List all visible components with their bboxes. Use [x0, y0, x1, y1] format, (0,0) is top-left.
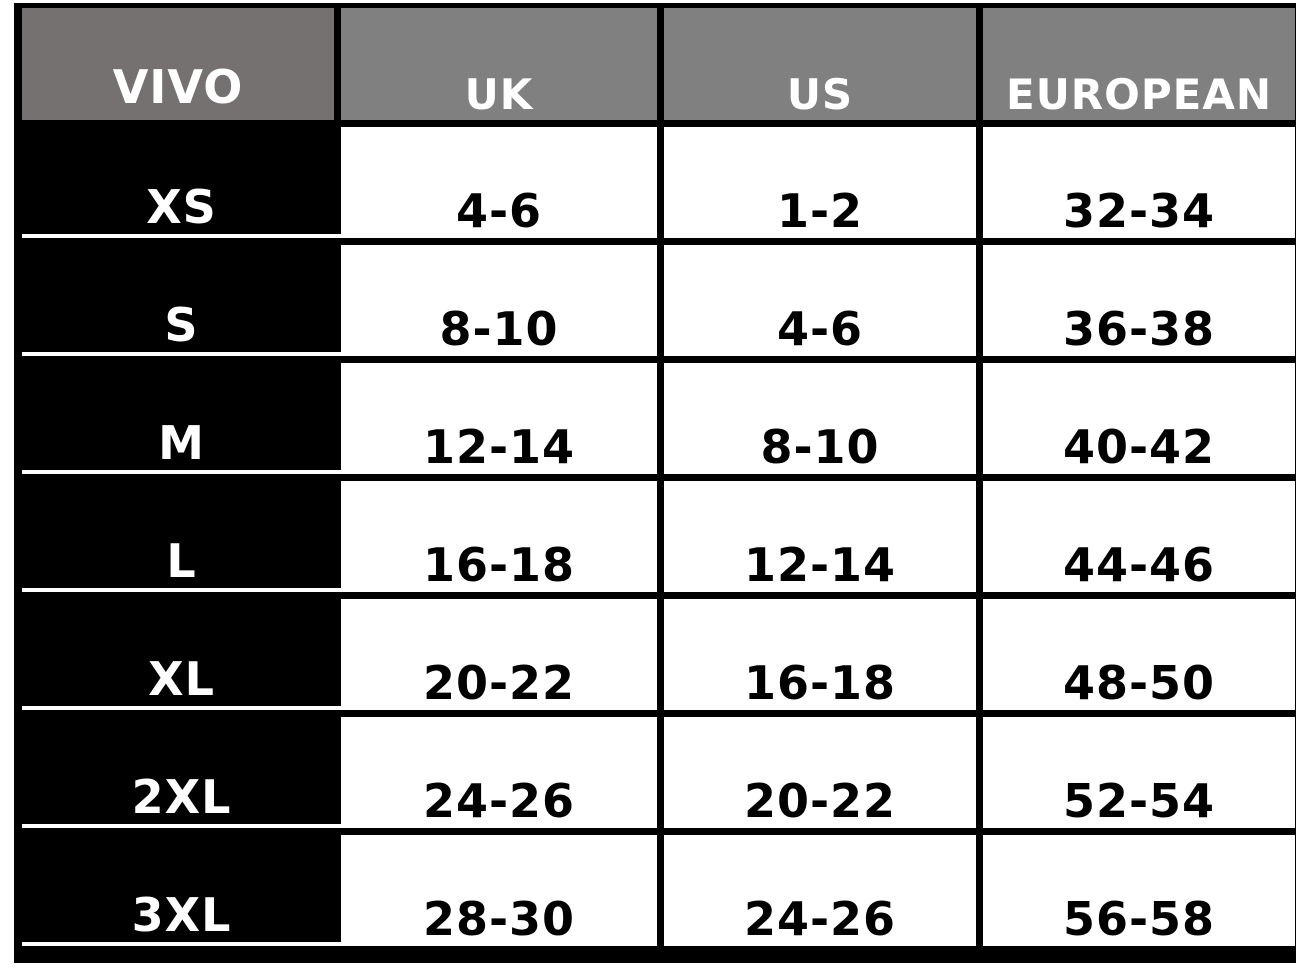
size-value-uk: 16-18 — [341, 481, 657, 592]
size-value-uk: 12-14 — [341, 363, 657, 474]
header-brand: VIVO — [22, 8, 334, 120]
header-european: EUROPEAN — [983, 8, 1295, 120]
size-value-european: 48-50 — [983, 599, 1295, 710]
size-label: XS — [22, 127, 341, 238]
size-value-uk: 28-30 — [341, 835, 657, 946]
size-label: 2XL — [22, 717, 341, 828]
size-value-european: 44-46 — [983, 481, 1295, 592]
size-chart-table: VIVO UK US EUROPEAN XS 4-6 1-2 32-34 S 8-10 4-6 36-… — [22, 8, 1295, 946]
size-value-us: 1-2 — [664, 127, 976, 238]
size-value-european: 40-42 — [983, 363, 1295, 474]
size-value-european: 56-58 — [983, 835, 1295, 946]
size-value-uk: 4-6 — [341, 127, 657, 238]
size-value-us: 12-14 — [664, 481, 976, 592]
size-label: S — [22, 245, 341, 356]
size-label: M — [22, 363, 341, 474]
size-value-us: 16-18 — [664, 599, 976, 710]
header-us: US — [664, 8, 976, 120]
size-label: 3XL — [22, 835, 341, 946]
size-value-us: 4-6 — [664, 245, 976, 356]
size-label: XL — [22, 599, 341, 710]
size-value-us: 24-26 — [664, 835, 976, 946]
size-label: L — [22, 481, 341, 592]
size-value-uk: 8-10 — [341, 245, 657, 356]
header-uk: UK — [341, 8, 657, 120]
size-value-european: 52-54 — [983, 717, 1295, 828]
size-chart-frame: VIVO UK US EUROPEAN XS 4-6 1-2 32-34 S 8-10 4-6 36-… — [14, 3, 1296, 963]
size-value-us: 8-10 — [664, 363, 976, 474]
size-value-us: 20-22 — [664, 717, 976, 828]
size-value-european: 36-38 — [983, 245, 1295, 356]
size-value-uk: 24-26 — [341, 717, 657, 828]
size-value-european: 32-34 — [983, 127, 1295, 238]
size-value-uk: 20-22 — [341, 599, 657, 710]
